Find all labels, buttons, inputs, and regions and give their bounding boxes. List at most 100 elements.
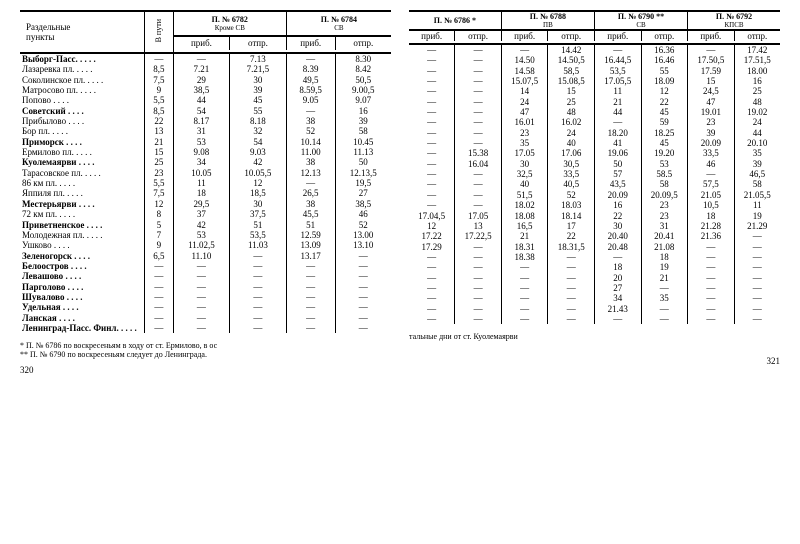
cell: — [594,117,641,127]
cell: 10.45 [335,137,391,147]
cell: — [501,262,548,272]
cell: — [173,282,229,292]
cell: 16.01 [501,117,548,127]
cell: 45 [641,107,688,117]
cell: — [409,117,455,127]
cell: 24 [734,117,780,127]
cell: 14 [501,86,548,96]
cell: — [455,200,502,210]
cell: 9.03 [230,147,287,157]
col-6790: П. № 6790 ** СВ [594,11,687,30]
cell: 18.02 [501,200,548,210]
cell: — [335,313,391,323]
cell: 57 [594,169,641,179]
cell: — [409,66,455,76]
cell: 19.20 [641,148,688,158]
cell: 23 [501,128,548,138]
cell: — [455,283,502,293]
cell: 47 [688,97,735,107]
cell: — [173,323,229,333]
cell: — [455,86,502,96]
cell: — [230,292,287,302]
cell: 48 [734,97,780,107]
cell: 13.10 [335,240,391,250]
cell: 9.05 [286,95,335,105]
station-name: Белоостров [20,261,145,271]
cell: 9.07 [335,95,391,105]
cell: 21.43 [594,304,641,314]
cell: 54 [230,137,287,147]
cell: — [409,107,455,117]
cell: — [409,190,455,200]
cell: 58 [734,179,780,189]
cell: 14.50,5 [548,55,595,65]
station-name: 72 км пл. [20,209,145,219]
cell: — [641,283,688,293]
cell: 16 [335,106,391,116]
station-name: Шувалово [20,292,145,302]
cell: 40,5 [548,179,595,189]
cell: 12.13,5 [335,168,391,178]
cell: — [455,304,502,314]
cell: 20.09 [594,190,641,200]
cell: 27 [335,188,391,198]
cell: 45 [641,138,688,148]
cell: 32 [230,126,287,136]
cell: 58.5 [641,169,688,179]
cell: 17.22 [409,231,455,241]
cell: 8.30 [335,53,391,64]
cell: 51,5 [501,190,548,200]
cell: — [409,262,455,272]
cell: 24,5 [688,86,735,96]
cell: 18.08 [501,211,548,221]
cell: 39 [734,159,780,169]
cell: — [734,262,780,272]
cell: 18.00 [734,66,780,76]
cell: — [455,107,502,117]
cell: 23 [641,200,688,210]
cell: — [335,282,391,292]
cell: — [501,304,548,314]
cell: 14.42 [548,44,595,55]
cell: 15.08,5 [548,76,595,86]
cell: 7,5 [145,188,174,198]
cell: — [688,44,735,55]
cell: 30 [230,75,287,85]
cell: 18.31,5 [548,242,595,252]
footnote-1: * П. № 6786 по воскресеньям в ходу от ст… [20,341,391,350]
station-name: Тарасовское пл. [20,168,145,178]
cell: — [409,97,455,107]
cell: — [688,169,735,179]
cell: — [286,302,335,312]
cell: — [286,261,335,271]
cell: 43,5 [594,179,641,189]
cell: — [409,200,455,210]
cell: 8.17 [173,116,229,126]
station-name: Приморск [20,137,145,147]
cell: — [409,283,455,293]
cell: — [455,179,502,189]
station-name: Матросово пл. [20,85,145,95]
cell: 13.17 [286,251,335,261]
cell: 9 [145,240,174,250]
cell: — [594,314,641,324]
cell: 17.51,5 [734,55,780,65]
cell: 54 [173,106,229,116]
cell: — [286,313,335,323]
cell: 33,5 [548,169,595,179]
cell: — [335,251,391,261]
cell: 35 [501,138,548,148]
cell: 18 [173,188,229,198]
cell: 17.05,5 [594,76,641,86]
cell: 19,5 [335,178,391,188]
cell: 8.42 [335,64,391,74]
cell: — [409,159,455,169]
cell: — [173,53,229,64]
cell: 10,5 [688,200,735,210]
cell: 42 [230,157,287,167]
cell: 15 [145,147,174,157]
cell: 13 [455,221,502,231]
cell: 15 [548,86,595,96]
cell: 7,5 [145,75,174,85]
cell: 21 [145,137,174,147]
